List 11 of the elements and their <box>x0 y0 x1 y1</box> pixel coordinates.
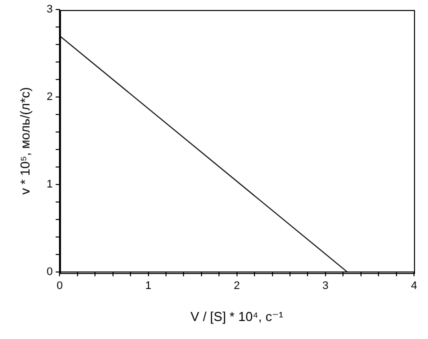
x-tick-label: 2 <box>234 280 240 292</box>
x-tick-label: 4 <box>410 280 418 292</box>
y-axis-title: v * 10⁵, моль/(л*с) <box>17 87 32 195</box>
y-tick-label: 3 <box>46 4 53 16</box>
x-tick-label: 1 <box>145 280 152 292</box>
y-tick-label: 0 <box>46 266 53 278</box>
x-tick-label: 0 <box>56 280 63 292</box>
y-tick-label: 2 <box>46 91 53 104</box>
x-tick-label: 3 <box>322 280 328 292</box>
x-axis-title: V / [S] * 10⁴, с⁻¹ <box>190 308 284 324</box>
y-tick-label: 1 <box>46 178 53 191</box>
